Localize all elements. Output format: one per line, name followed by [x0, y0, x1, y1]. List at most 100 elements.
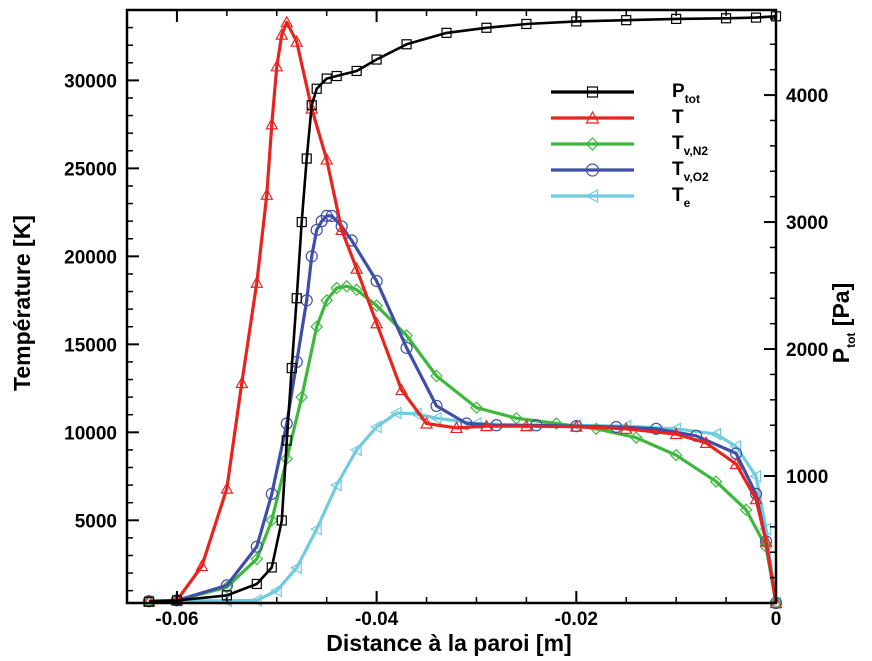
series-line-tv-o2: [148, 214, 778, 604]
data-point-t: [569, 419, 583, 432]
series-line-t: [148, 20, 778, 604]
data-point-ptot: [281, 435, 292, 446]
legend-label-main: T: [672, 107, 684, 128]
legend-label-sub: tot: [685, 92, 700, 106]
y-axis-title-right-main: P: [828, 348, 854, 363]
data-point-tv-o2: [265, 487, 278, 501]
data-point-t: [265, 117, 279, 130]
data-point-ptot: [481, 22, 492, 33]
data-point-ptot: [521, 18, 532, 30]
data-point-tv-n2: [549, 417, 563, 430]
legend-item-tv-n2: Tv,N2: [551, 133, 708, 158]
data-point-ptot: [441, 27, 452, 38]
data-point-t: [759, 534, 773, 547]
legend-marker-tv-n2: [585, 137, 600, 151]
legend-label-t: T: [672, 107, 684, 128]
data-point-tv-o2: [650, 422, 663, 435]
x-tick-label: 0: [771, 609, 782, 630]
data-point-te: [309, 522, 322, 536]
legend-label-sub: e: [684, 196, 691, 210]
series-line-te: [148, 411, 778, 604]
y-left-tick-label: 30000: [64, 71, 117, 92]
data-point-tv-o2: [400, 341, 413, 354]
data-point-ptot: [351, 65, 362, 77]
series-ptot: [143, 11, 782, 607]
data-point-t: [280, 15, 294, 28]
data-point-t: [420, 416, 434, 429]
data-point-tv-o2: [460, 417, 473, 430]
legend-label-sub: v,N2: [684, 144, 709, 158]
y-axis-title-left: Température [K]: [9, 215, 35, 391]
data-point-tv-n2: [350, 283, 363, 297]
data-point-tv-n2: [430, 369, 443, 383]
y-right-tick-label: 3000: [786, 213, 828, 234]
data-point-t: [270, 59, 284, 72]
data-point-te: [729, 439, 742, 453]
data-point-te: [749, 469, 762, 483]
legend-marker-te: [585, 188, 599, 204]
data-point-tv-n2: [470, 401, 483, 415]
data-point-ptot: [286, 362, 297, 374]
data-point-t: [350, 261, 364, 274]
data-point-t: [699, 436, 713, 448]
x-tick-label: -0.04: [355, 609, 399, 630]
legend-item-tv-o2: Tv,O2: [551, 159, 709, 184]
data-point-ptot: [311, 83, 322, 94]
data-point-te: [329, 478, 342, 492]
data-point-t: [395, 383, 409, 396]
data-point-tv-n2: [250, 552, 264, 566]
y-axis-title-right: Ptot [Pa]: [828, 283, 858, 364]
data-point-te: [349, 443, 362, 457]
data-point-tv-n2: [709, 475, 723, 488]
plot-frame: [125, 8, 778, 605]
y-right-tick-label: 1000: [786, 467, 828, 488]
legend-marker-tv-o2: [585, 163, 600, 177]
data-point-t: [320, 152, 334, 165]
data-point-tv-n2: [370, 299, 383, 312]
series-line-ptot: [148, 15, 777, 603]
legend-label-main: T: [672, 133, 684, 154]
data-point-tv-n2: [295, 390, 309, 404]
data-point-ptot: [276, 515, 287, 526]
legend-label-ptot: Ptot: [672, 81, 700, 106]
data-point-t: [250, 275, 264, 288]
data-point-t: [449, 421, 464, 434]
data-point-ptot: [371, 54, 382, 65]
data-point-t: [729, 457, 743, 470]
data-point-tv-n2: [265, 513, 279, 527]
y-left-tick-label: 5000: [75, 511, 117, 532]
data-point-tv-o2: [320, 209, 333, 222]
y-axis-title-right-sub: tot: [844, 333, 858, 348]
data-point-t: [519, 419, 533, 432]
data-point-t: [335, 223, 349, 236]
data-point-t: [290, 34, 304, 47]
data-point-te: [709, 427, 722, 441]
data-point-t: [195, 559, 209, 572]
y-axis-title-right-unit: [Pa]: [828, 283, 854, 333]
data-point-tv-o2: [370, 274, 383, 288]
data-point-ptot: [296, 216, 307, 228]
y-left-tick-label: 20000: [64, 247, 117, 268]
data-point-te: [429, 411, 442, 425]
legend-item-ptot: Ptot: [551, 81, 700, 106]
data-point-te: [389, 406, 402, 420]
data-point-t: [669, 427, 683, 440]
data-point-tv-o2: [250, 540, 263, 553]
legend-marker-ptot: [586, 86, 599, 98]
series-line-tv-n2: [148, 284, 778, 604]
data-point-tv-n2: [669, 448, 683, 462]
data-point-ptot: [251, 578, 262, 590]
data-point-tv-o2: [430, 399, 443, 413]
y-left-tick-label: 15000: [64, 335, 117, 356]
data-point-tv-n2: [320, 293, 334, 307]
legend-label-main: T: [672, 159, 684, 180]
data-point-ptot: [266, 562, 277, 573]
data-point-ptot: [331, 70, 342, 82]
data-point-tv-n2: [340, 279, 354, 293]
y-right-tick-label: 4000: [786, 86, 828, 107]
data-point-ptot: [750, 12, 762, 23]
legend-label-main: P: [672, 81, 685, 102]
data-point-ptot: [143, 596, 155, 607]
